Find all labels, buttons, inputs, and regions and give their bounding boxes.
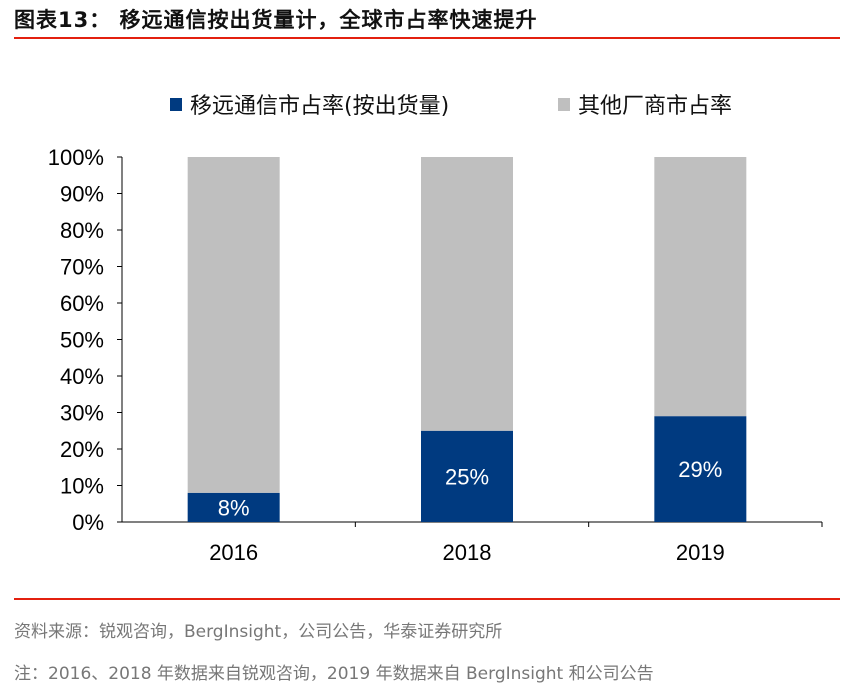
legend-swatch-quectel bbox=[170, 97, 182, 111]
bar-others bbox=[421, 157, 513, 431]
x-tick-label: 2016 bbox=[209, 540, 258, 565]
y-tick-label: 0% bbox=[72, 510, 104, 535]
y-tick-label: 70% bbox=[60, 255, 104, 280]
bar-quectel bbox=[187, 492, 280, 522]
x-tick-label: 2019 bbox=[676, 540, 725, 565]
bar-quectel bbox=[421, 430, 513, 522]
y-tick-label: 90% bbox=[60, 182, 104, 207]
y-tick-label: 30% bbox=[60, 401, 104, 426]
y-tick-label: 40% bbox=[60, 364, 104, 389]
y-tick-label: 20% bbox=[60, 437, 104, 462]
y-tick-label: 10% bbox=[60, 474, 104, 499]
bar-others bbox=[654, 157, 747, 417]
x-tick-label: 2018 bbox=[443, 540, 492, 565]
source-note: 资料来源：锐观咨询，BergInsight，公司公告，华泰证券研究所 bbox=[14, 622, 503, 642]
bottom-divider bbox=[14, 598, 840, 600]
data-label: 8% bbox=[218, 495, 250, 520]
data-label: 25% bbox=[445, 464, 489, 489]
legend-label-others: 其他厂商市占率 bbox=[578, 94, 733, 119]
legend-item-others: 其他厂商市占率 bbox=[558, 88, 732, 120]
bar-quectel bbox=[654, 416, 747, 522]
y-tick-label: 50% bbox=[60, 328, 104, 353]
data-label: 29% bbox=[678, 457, 722, 482]
y-tick-label: 60% bbox=[60, 291, 104, 316]
legend-swatch-others bbox=[558, 97, 570, 111]
y-tick-label: 80% bbox=[60, 218, 104, 243]
chart-title: 图表13： 移远通信按出货量计，全球市占率快速提升 bbox=[14, 8, 538, 32]
top-divider bbox=[14, 37, 840, 39]
y-tick-label: 100% bbox=[48, 145, 104, 170]
bar-others bbox=[187, 157, 280, 493]
legend-item-quectel: 移远通信市占率(按出货量) bbox=[170, 88, 449, 120]
footnote: 注：2016、2018 年数据来自锐观咨询，2019 年数据来自 BergIns… bbox=[14, 664, 654, 684]
stacked-bar-chart: 0% 10% 20% 30% 40% 50% 60% 70% 80% 90% 100% 8% 2016 2… bbox=[48, 145, 823, 565]
legend-label-quectel: 移远通信市占率(按出货量) bbox=[190, 94, 450, 119]
